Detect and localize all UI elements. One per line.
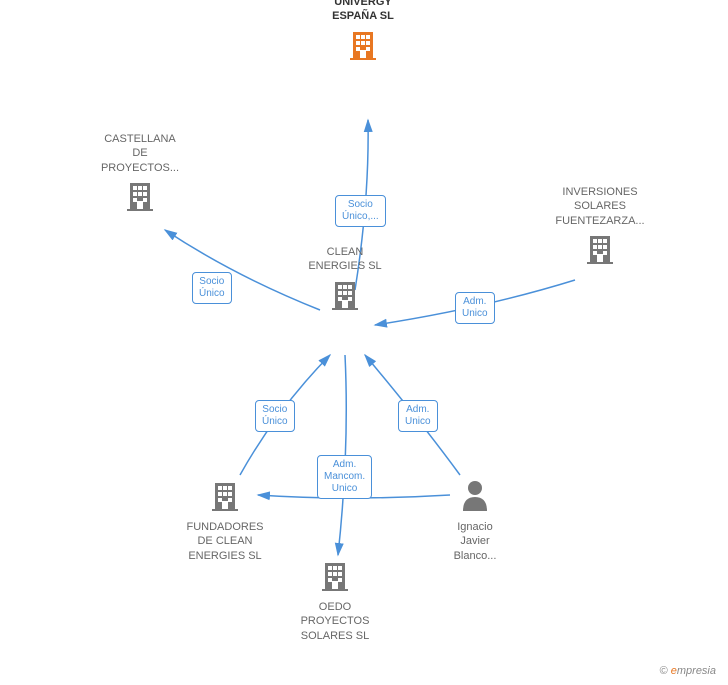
edge-label[interactable]: Adm. Mancom. Unico [317, 455, 372, 499]
node-clean[interactable]: CLEAN ENERGIES SL [295, 245, 395, 319]
node-label: OEDO PROYECTOS SOLARES SL [285, 600, 385, 643]
node-inversiones[interactable]: INVERSIONES SOLARES FUENTEZARZA... [550, 185, 650, 273]
node-label: CASTELLANA DE PROYECTOS... [90, 132, 190, 175]
building-icon [584, 232, 616, 269]
node-ignacio[interactable]: Ignacio Javier Blanco... [425, 475, 525, 563]
edge-label[interactable]: Socio Único [192, 272, 232, 304]
node-label: CLEAN ENERGIES SL [295, 245, 395, 274]
edge-label[interactable]: Socio Único [255, 400, 295, 432]
building-icon [319, 559, 351, 596]
edge-label[interactable]: Socio Único,... [335, 195, 386, 227]
node-oedo[interactable]: OEDO PROYECTOS SOLARES SL [285, 555, 385, 643]
node-label: FUNDADORES DE CLEAN ENERGIES SL [175, 520, 275, 563]
person-icon [460, 479, 490, 516]
building-icon [329, 278, 361, 315]
copyright: © empresia [660, 665, 716, 677]
building-icon [209, 479, 241, 516]
node-label: INVERSIONES SOLARES FUENTEZARZA... [550, 185, 650, 228]
building-icon [124, 179, 156, 216]
edge-label[interactable]: Adm. Unico [455, 292, 495, 324]
node-fundadores[interactable]: FUNDADORES DE CLEAN ENERGIES SL [175, 475, 275, 563]
edge-label[interactable]: Adm. Unico [398, 400, 438, 432]
node-univergy[interactable]: UNIVERGY ESPAÑA SL [313, 0, 413, 69]
node-label: UNIVERGY ESPAÑA SL [313, 0, 413, 24]
building-icon [347, 28, 379, 65]
node-label: Ignacio Javier Blanco... [425, 520, 525, 563]
node-castellana[interactable]: CASTELLANA DE PROYECTOS... [90, 132, 190, 220]
